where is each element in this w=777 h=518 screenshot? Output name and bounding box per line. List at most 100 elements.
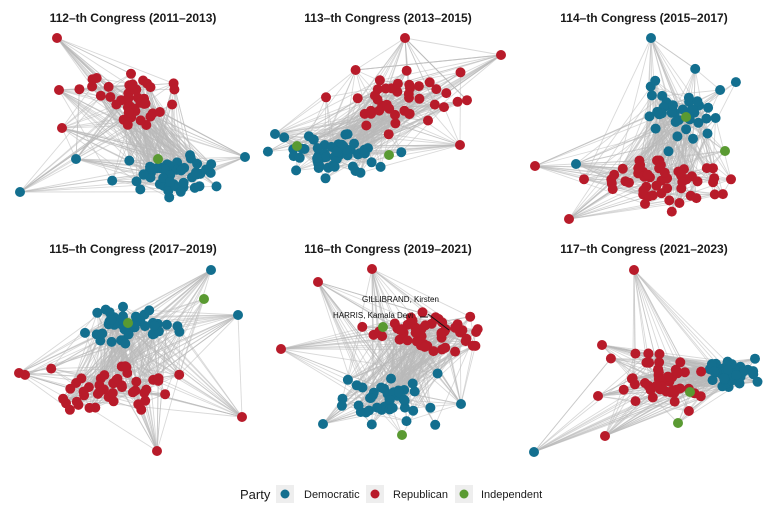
node-democratic [240,152,250,162]
node-republican [436,327,447,338]
edge [677,379,713,424]
node-democratic [192,158,203,169]
node-republican [666,206,677,217]
edge [534,165,653,196]
edge [604,385,649,437]
edge [19,124,147,193]
edge [280,340,466,350]
node-republican [641,357,652,368]
node-republican [58,393,69,404]
edge [347,54,502,156]
node-democratic [312,153,323,164]
node-democratic [365,393,376,403]
node-republican [674,198,685,208]
node-republican [135,115,146,126]
legend-dot-independent [459,489,469,499]
node-independent [292,141,302,151]
edge [371,268,439,320]
node-republican [609,169,620,180]
node-republican [429,99,440,110]
edge [367,144,461,149]
node-republican [605,353,616,364]
edge [75,158,152,174]
node-democratic [100,304,111,315]
node-republican [638,185,649,196]
legend-title: Party [240,487,271,502]
edge [56,37,132,75]
node-republican [465,311,476,322]
node-republican [410,327,421,338]
edge [267,114,396,153]
node-republican [564,214,574,224]
edge [149,309,239,316]
network-panel-112 [15,33,250,203]
nodes [276,264,483,440]
edge [350,54,502,151]
edge [280,348,378,408]
edge [604,368,723,437]
edge [128,97,212,165]
edge [280,348,438,374]
node-republican [103,81,114,92]
node-republican [64,404,75,415]
edge [179,331,243,418]
node-democratic [130,311,141,322]
edge [153,333,243,418]
edge [292,69,356,150]
node-democratic [359,148,370,159]
node-republican [450,346,461,357]
edge [56,37,174,84]
edge [622,111,658,169]
edge [707,133,732,180]
node-republican [123,107,134,118]
node-republican [496,50,506,60]
edge [568,195,650,220]
node-republican [99,370,110,381]
edge [633,269,636,385]
panel-title-115: 115–th Congress (2017–2019) [49,242,216,256]
node-republican [679,367,690,378]
node-republican [467,340,478,351]
node-democratic [702,128,713,139]
node-republican [662,183,673,194]
node-democratic [71,154,81,164]
node-democratic [364,405,374,416]
node-democratic [734,378,745,389]
edge [534,165,646,205]
node-republican [450,322,461,333]
node-republican [645,385,656,395]
node-republican [87,81,98,92]
node-republican [57,123,67,133]
node-democratic [376,382,387,393]
edge [96,312,158,452]
edge [371,268,408,325]
node-republican [452,96,463,107]
edge [650,86,690,99]
node-republican [627,373,638,384]
edge [18,309,106,374]
node-republican [677,176,688,187]
edge [116,314,239,381]
node-republican [167,99,178,110]
edge [575,163,615,176]
node-republican [402,335,413,346]
node-democratic [750,353,760,364]
node-republican [607,184,618,195]
node-democratic [387,402,398,413]
node-democratic [719,373,730,384]
edge [158,378,243,418]
edge [274,113,365,135]
node-republican [593,391,603,401]
node-democratic [194,181,205,192]
node-democratic [172,321,183,332]
node-republican [145,82,156,93]
node-republican [654,349,665,359]
edge [50,368,84,392]
node-democratic [652,106,663,117]
edge [317,281,374,396]
edge [633,269,681,363]
edge [50,312,98,369]
node-republican [630,396,641,407]
edge [274,114,396,135]
edge [123,339,243,418]
